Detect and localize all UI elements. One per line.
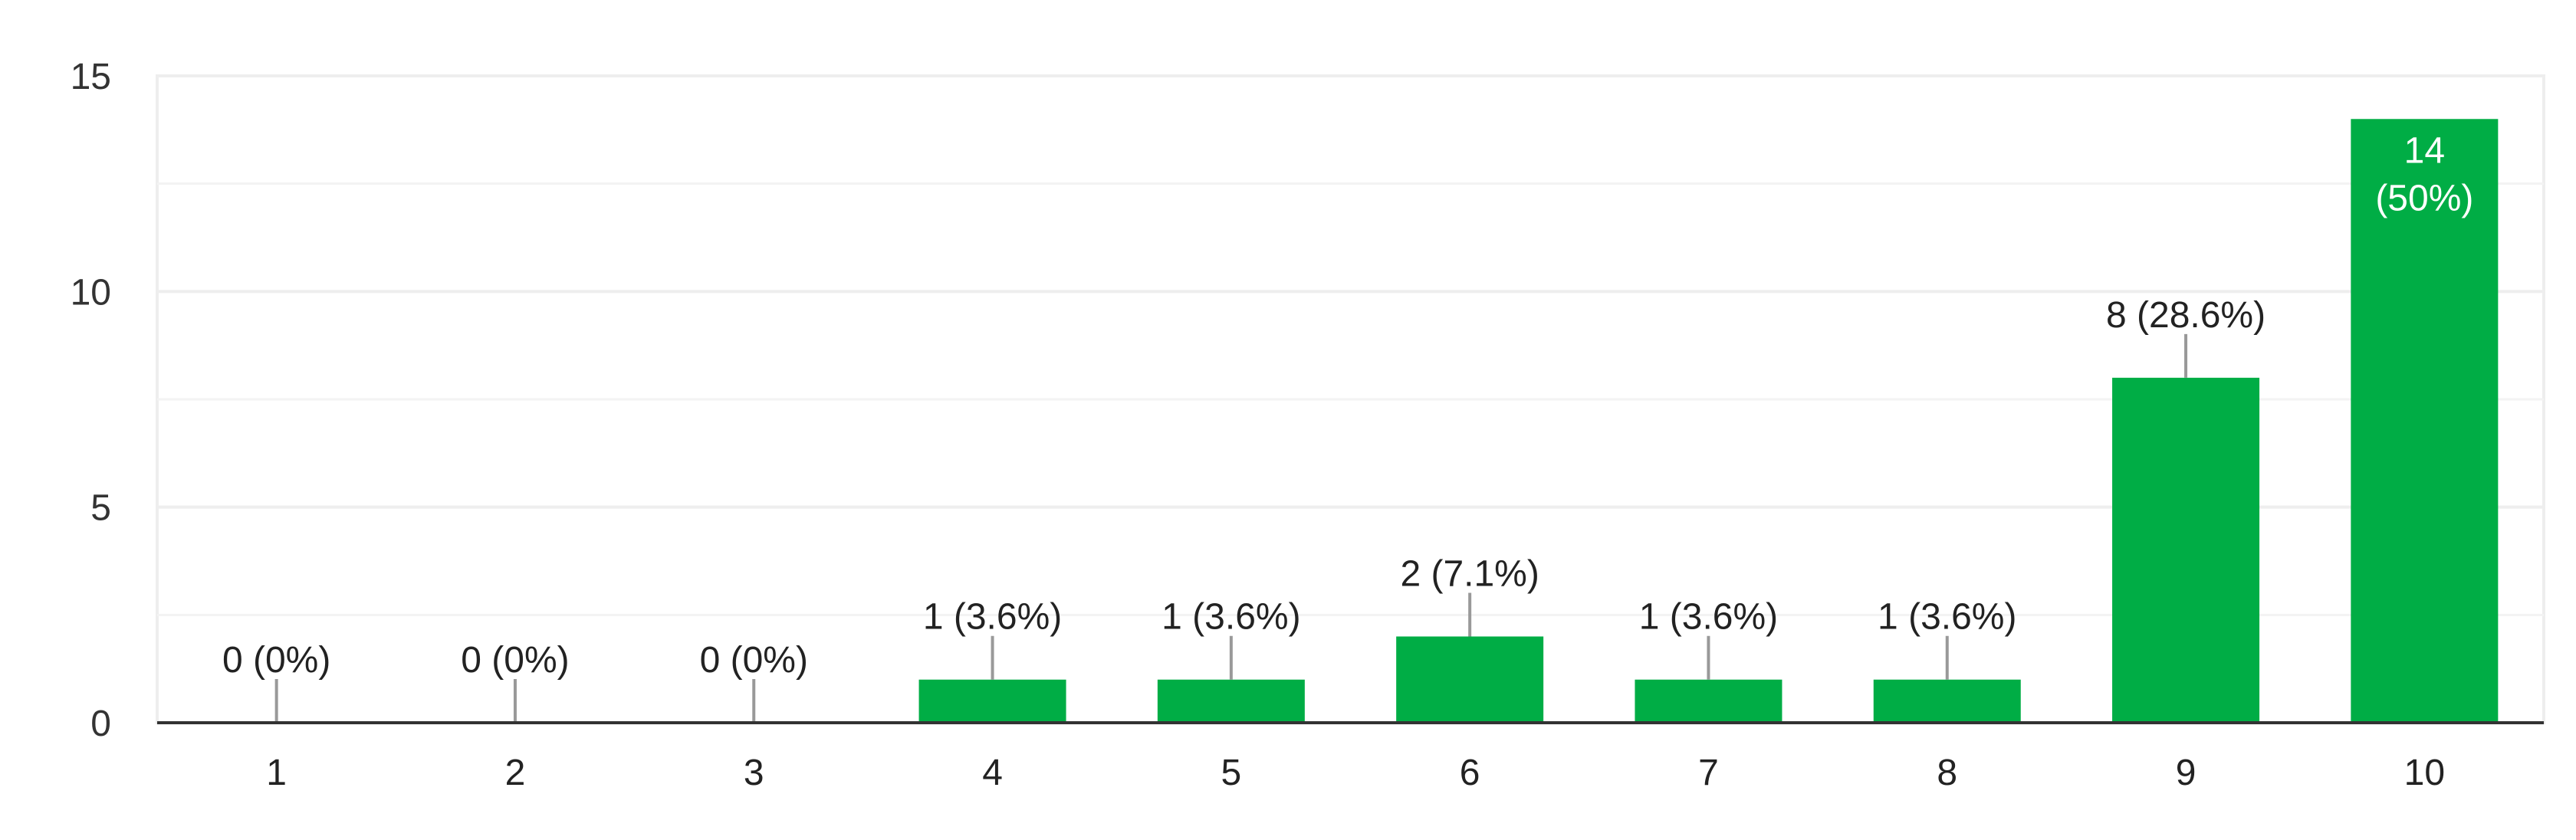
y-tick-label: 5 xyxy=(90,488,111,529)
data-label: 1 (3.6%) xyxy=(1639,597,1778,638)
bar xyxy=(1157,679,1305,723)
bar xyxy=(1873,679,2021,723)
data-label: 1 (3.6%) xyxy=(1162,597,1300,638)
data-label: 1 (3.6%) xyxy=(1878,597,2016,638)
data-label: 2 (7.1%) xyxy=(1400,553,1539,594)
y-tick-label: 10 xyxy=(71,272,111,313)
bar xyxy=(1396,636,1544,723)
data-label: 0 (0%) xyxy=(461,640,569,681)
bar xyxy=(2351,119,2499,723)
data-label: 0 (0%) xyxy=(222,640,330,681)
y-tick-label: 15 xyxy=(71,57,111,97)
x-tick-label: 10 xyxy=(2404,753,2445,793)
x-tick-label: 4 xyxy=(982,753,1003,793)
x-tick-label: 5 xyxy=(1221,753,1241,793)
x-tick-label: 6 xyxy=(1460,753,1480,793)
y-tick-label: 0 xyxy=(90,704,111,744)
data-label: 8 (28.6%) xyxy=(2106,295,2266,336)
data-label: 14 (50%) xyxy=(2375,130,2473,218)
x-tick-label: 2 xyxy=(505,753,526,793)
bar xyxy=(918,679,1066,723)
x-tick-label: 1 xyxy=(266,753,287,793)
x-tick-label: 7 xyxy=(1698,753,1719,793)
x-tick-label: 3 xyxy=(744,753,764,793)
x-tick-label: 9 xyxy=(2176,753,2196,793)
x-tick-label: 8 xyxy=(1937,753,1957,793)
bar xyxy=(1635,679,1783,723)
bar xyxy=(2112,377,2260,723)
data-label: 1 (3.6%) xyxy=(923,597,1062,638)
data-label: 0 (0%) xyxy=(700,640,808,681)
